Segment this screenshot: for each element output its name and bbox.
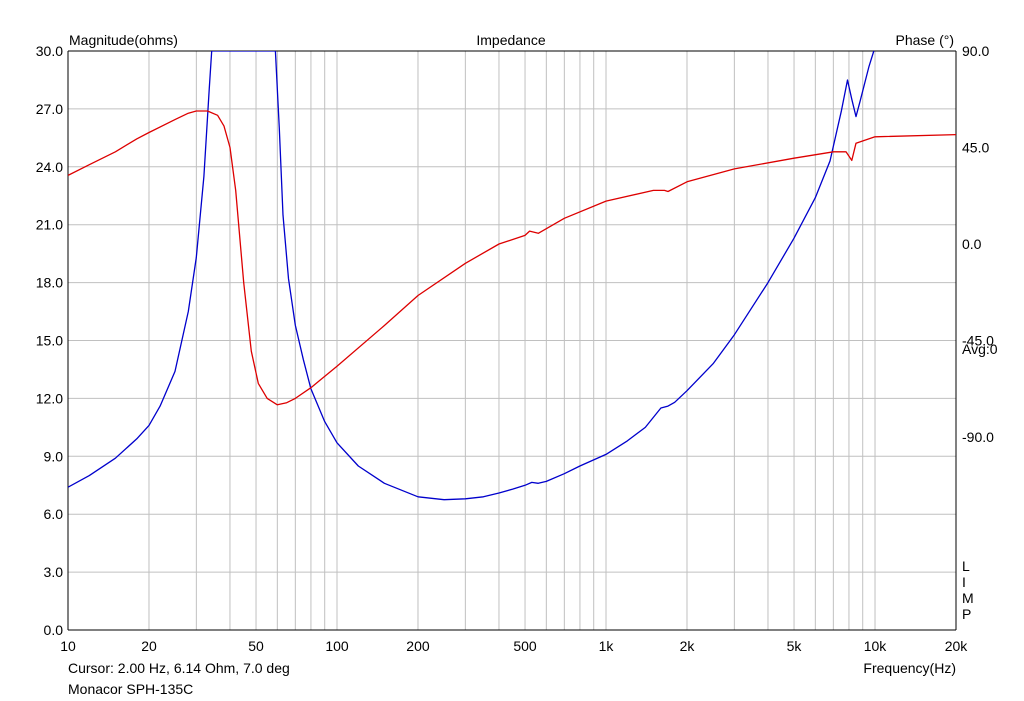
x-tick-label: 2k: [680, 638, 696, 654]
y2-tick-label: 90.0: [962, 43, 989, 59]
product-name: Monacor SPH-135C: [68, 681, 194, 697]
limp-letter: M: [962, 590, 974, 606]
x-tick-label: 50: [248, 638, 264, 654]
y2-tick-label: 0.0: [962, 236, 982, 252]
phase-series-line: [68, 110, 956, 406]
y-tick-label: 30.0: [36, 43, 63, 59]
right-axis-title: Phase (°): [895, 32, 954, 48]
chart-title: Impedance: [476, 32, 546, 48]
x-tick-label: 10k: [864, 638, 888, 654]
limp-letter: L: [962, 558, 970, 574]
y-tick-label: 24.0: [36, 159, 63, 175]
avg-label: Avg:0: [962, 341, 998, 357]
y-tick-label: 6.0: [44, 506, 64, 522]
x-tick-label: 20: [141, 638, 157, 654]
x-tick-label: 1k: [599, 638, 615, 654]
left-axis-title: Magnitude(ohms): [69, 32, 178, 48]
y2-tick-label: -90.0: [962, 429, 994, 445]
y-tick-label: 15.0: [36, 333, 63, 349]
x-tick-label: 20k: [945, 638, 969, 654]
x-tick-label: 100: [325, 638, 349, 654]
cursor-readout: Cursor: 2.00 Hz, 6.14 Ohm, 7.0 deg: [68, 660, 290, 676]
limp-letter: I: [962, 574, 966, 590]
x-tick-label: 200: [406, 638, 430, 654]
limp-letter: P: [962, 606, 972, 622]
series-group: [68, 51, 956, 501]
magnitude-series-line: [68, 51, 875, 501]
y-tick-label: 21.0: [36, 217, 63, 233]
y-tick-label: 27.0: [36, 101, 63, 117]
x-tick-label: 10: [60, 638, 76, 654]
y-tick-label: 0.0: [44, 622, 64, 638]
x-tick-label: 500: [513, 638, 537, 654]
limp-label: L I M P: [962, 558, 974, 622]
y-tick-label: 18.0: [36, 275, 63, 291]
x-tick-label: 5k: [787, 638, 803, 654]
y2-tick-label: -45.0: [962, 333, 994, 349]
y-tick-label: 3.0: [44, 564, 64, 580]
x-axis-label: Frequency(Hz): [863, 660, 956, 676]
y-tick-label: 9.0: [44, 448, 64, 464]
y2-tick-label: 45.0: [962, 140, 989, 156]
tick-labels: 10 20 50 100 200 500 1k 2k 5k 10k 20k 0.0 3.0 6.0 9.0 1…: [36, 43, 994, 654]
y-tick-label: 12.0: [36, 390, 63, 406]
